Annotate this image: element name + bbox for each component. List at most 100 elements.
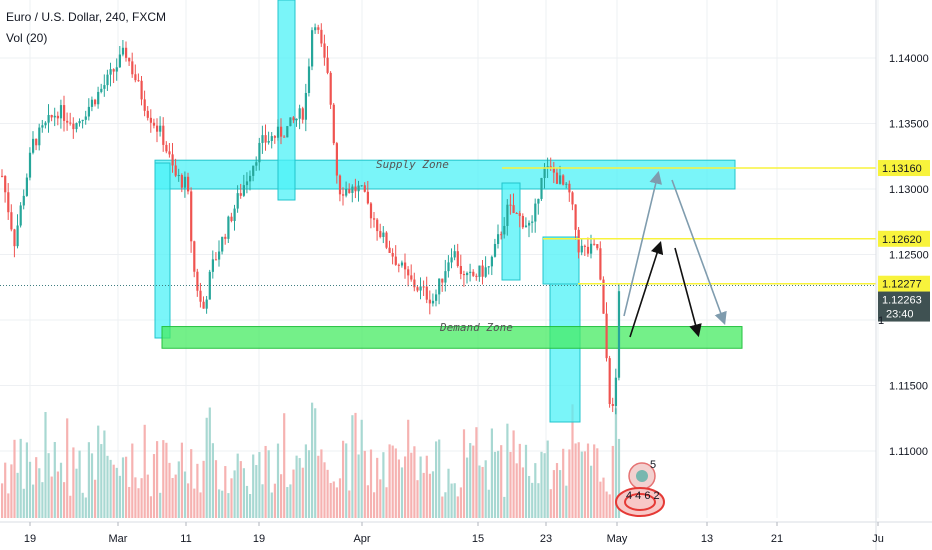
volume-bar [230,478,233,518]
candle-body [205,299,208,309]
volume-bar [614,408,617,518]
candle-body [199,290,202,302]
level-price-label: 1.12620 [882,234,922,246]
volume-bar [292,469,295,518]
candle-body [115,67,118,72]
candle-body [59,105,63,119]
volume-bar [586,443,590,518]
volume-bar [283,413,286,518]
candle-body [264,135,267,143]
volume-bar [202,460,205,518]
candle-body [286,126,289,138]
volume-bar [360,419,363,518]
svg-text:5: 5 [650,459,656,471]
candle-body [543,167,546,179]
volume-bar [450,483,453,518]
candle-body [320,29,323,44]
candle-body [236,193,239,209]
candle-body [156,125,159,132]
volume-bar [115,467,118,518]
candle-body [599,248,602,280]
candle-body [490,256,493,267]
candle-body [66,120,69,123]
volume-bar [497,450,500,518]
candle-body [518,213,521,216]
candle-body [531,221,534,223]
candle-body [202,301,205,309]
candle-body [354,186,357,192]
arrow-down-black [674,247,702,338]
volume-bar [528,475,531,518]
volume-bar [38,468,41,518]
candle-body [13,229,16,247]
volume-bar [422,472,425,518]
candle-body [143,99,146,111]
candle-body [608,358,611,405]
volume-label: Vol (20) [6,31,47,45]
volume-bar [255,465,258,518]
volume-bar [53,441,56,518]
candle-body [416,287,419,291]
volume-bar [233,470,236,518]
volume-bar [512,430,515,518]
volume-bar [16,472,19,518]
volume-bar [134,477,137,518]
volume-bar [100,444,103,518]
candle-body [41,125,44,128]
candle-body [94,99,97,105]
y-tick-label: 1.12500 [889,250,929,262]
volume-bar [456,496,459,518]
x-tick-label: May [607,533,628,545]
candle-body [134,74,137,81]
x-tick-label: Apr [353,533,370,545]
volume-bar [577,442,580,518]
supply-zone-leg-5 [549,283,581,423]
volume-bar [140,478,143,518]
volume-bar [227,493,230,518]
candle-body [571,192,574,205]
volume-bar [128,486,131,518]
candle-body [373,218,376,220]
candle-body [369,203,373,219]
candle-body [348,188,351,193]
candle-body [190,191,193,242]
x-tick-label: 15 [472,533,484,545]
volume-bar [534,463,537,518]
volume-bar [617,438,621,518]
candle-body [391,253,394,257]
volume-bar [162,440,165,518]
volume-bar [242,468,245,518]
arrow-down-blue [671,179,727,326]
candle-body [63,105,66,121]
volume-bar [431,471,435,518]
level-price-tag [878,160,930,177]
volume-bar [81,492,84,518]
volume-bar [25,442,28,518]
candle-body [363,185,366,192]
candle-body [562,175,565,185]
candle-body [537,198,540,204]
volume-bar [13,439,16,518]
volume-bar [193,488,196,518]
volume-bar [286,487,289,518]
candle-body [87,106,90,117]
candle-body [435,294,438,301]
candle-body [466,272,469,276]
candle-body [450,257,453,263]
candle-body [295,118,298,121]
last-price-tag [878,291,930,322]
volume-bar [490,428,493,518]
volume-bar [298,458,301,518]
volume-bar [388,444,391,518]
volume-bar [537,483,540,518]
candle-body [552,168,555,173]
volume-bar [208,407,211,518]
candle-body [478,265,481,277]
volume-bar [112,464,115,518]
volume-bar [159,492,162,518]
price-levels: 1.13160 1.12620 1.12277 1.12263 23:40 [0,160,930,322]
candle-body [211,259,214,272]
volume-bar [59,462,63,518]
volume-bar [562,448,565,518]
